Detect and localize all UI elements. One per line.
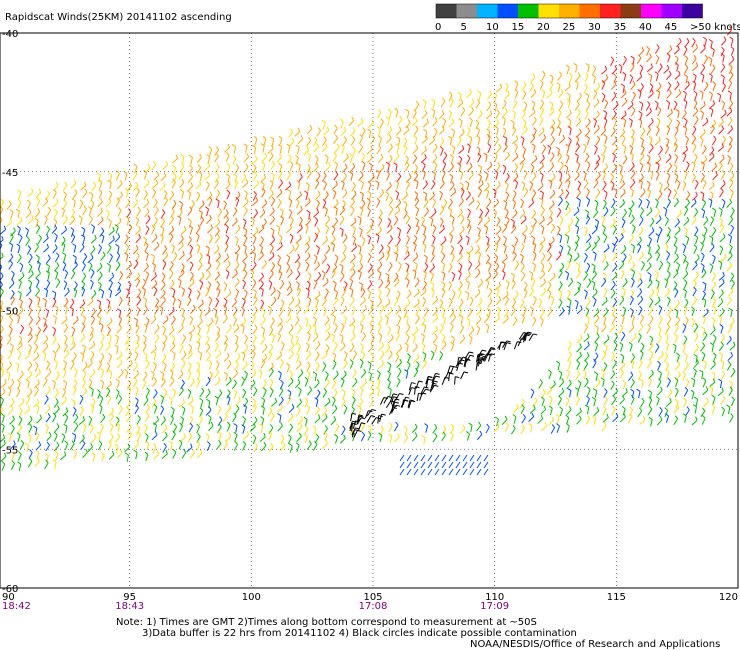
legend-swatch [600,4,621,18]
note-line-1: Note: 1) Times are GMT 2)Times along bot… [116,617,537,628]
note-line-3: NOAA/NESDIS/Office of Research and Appli… [470,639,721,650]
latitude-labels: -40 -45 -50 -55 -60 [2,29,18,595]
lon-label: 105 [363,592,382,603]
lon-label: 120 [719,592,738,603]
legend-label: 15 [512,22,525,33]
legend-swatch [518,4,539,18]
map-title: Rapidscat Winds(25KM) 20141102 ascending [5,12,232,23]
legend-swatch [497,4,518,18]
time-label: 18:43 [115,601,144,612]
map-frame [0,32,739,589]
lon-label: 90 [2,592,15,603]
legend-swatch [579,4,600,18]
legend-label: 0 [435,22,441,33]
lon-label: 115 [607,592,626,603]
legend-swatch [682,4,703,18]
time-labels: 18:42 18:43 17:08 17:09 [2,601,509,612]
lat-label: -40 [2,29,18,40]
lat-label: -55 [2,445,18,456]
legend-swatch [436,4,457,18]
legend-label: 35 [614,22,627,33]
time-label: 17:08 [359,601,388,612]
note-line-2: 3)Data buffer is 22 hrs from 20141102 4)… [142,628,577,639]
legend-swatch [661,4,682,18]
longitude-labels: 90 95 100 105 110 115 120 [2,592,738,603]
legend-label: 30 [588,22,601,33]
legend-swatch [538,4,559,18]
legend-label: 40 [639,22,652,33]
time-label: 17:09 [480,601,509,612]
wind-barbs [0,26,736,476]
wind-speed-legend: 0 5 10 15 20 25 30 35 40 45 >50 knots [435,3,740,33]
legend-label: >50 knots [690,22,740,33]
legend-label: 5 [461,22,467,33]
legend-label: 10 [486,22,499,33]
lat-lon-grid [8,33,738,588]
legend-label: 45 [665,22,678,33]
legend-swatch [559,4,580,18]
lat-label: -50 [2,307,18,318]
legend-swatch [620,4,641,18]
time-label: 18:42 [2,601,31,612]
lon-label: 110 [485,592,504,603]
lon-label: 100 [242,592,261,603]
lat-label: -45 [2,168,18,179]
legend-label: 20 [537,22,550,33]
lon-label: 95 [123,592,136,603]
legend-label: 25 [563,22,576,33]
lat-label: -60 [2,584,18,595]
legend-swatch [477,4,498,18]
legend-swatch [456,4,477,18]
legend-swatch [641,4,662,18]
